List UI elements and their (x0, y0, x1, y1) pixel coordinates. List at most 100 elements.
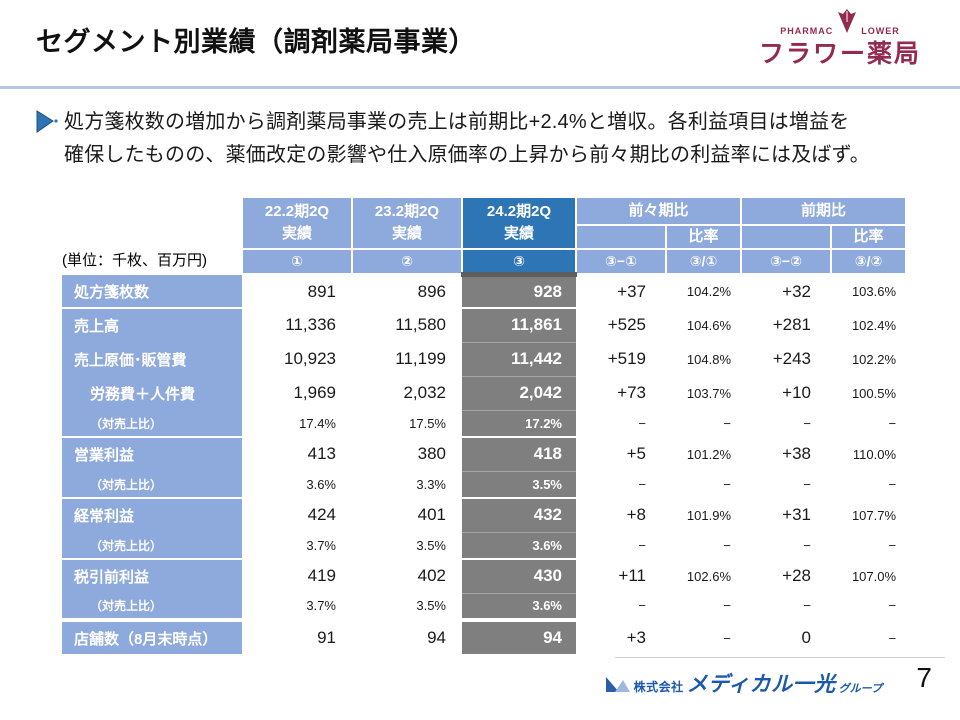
cell-ratio-vs-two-ago: 101.2% (686, 446, 732, 462)
cell-fy22: 1,969 (293, 383, 336, 402)
cell-ratio-vs-prior: − (888, 598, 897, 613)
cell-ratio-vs-two-ago: 103.7% (686, 385, 732, 401)
cell-fy23: 896 (417, 281, 446, 301)
cell-fy23: 2,032 (403, 383, 446, 402)
header-ratio-3-1: ③/① (664, 248, 743, 275)
cell-ratio-vs-prior: 110.0% (852, 446, 897, 462)
row-label: 処方箋枚数 (62, 273, 242, 308)
company-logo: 株式会社 メディカル一光 グループ (605, 668, 882, 698)
cell-ratio-vs-prior: 102.2% (851, 351, 897, 367)
cell-fy23: 94 (352, 618, 462, 654)
table-row: 営業利益 413 380 418 +5 101.2% +38 110.0% (62, 436, 906, 471)
summary-line-1: 処方箋枚数の増加から調剤薬局事業の売上は前期比+2.4%と増収。各利益項目は増益… (64, 111, 850, 133)
cell-fy24: 11,442 (462, 341, 576, 376)
header-period-2: 23.2期2Q 実績 (351, 196, 463, 250)
row-label: 税引前利益 (62, 558, 242, 593)
header-ratio-2: 比率 (830, 224, 908, 250)
cell-diff-vs-prior: − (803, 477, 812, 492)
cell-fy22: 891 (307, 281, 336, 301)
cell-fy23: 402 (417, 566, 446, 585)
cell-diff-vs-prior: +243 (772, 349, 812, 368)
table-row: （対売上比） 17.4% 17.5% 17.2% − − − − (62, 409, 906, 437)
cell-diff-vs-two-ago: +525 (607, 315, 646, 334)
cell-fy24: 928 (462, 271, 576, 308)
company-name: メディカル一光 (686, 673, 836, 696)
mountain-icon (605, 673, 631, 698)
header-period-3: 24.2期2Q 実績 (461, 196, 577, 250)
header-ratio-3-2: ③/② (830, 248, 908, 275)
cell-diff-vs-two-ago: +37 (617, 281, 646, 301)
cell-ratio-vs-prior: 107.7% (851, 507, 897, 523)
header-diff-3-2: ③−② (740, 248, 833, 275)
page-number: 7 (916, 662, 932, 693)
table-row: （対売上比） 3.6% 3.3% 3.5% − − − − (62, 470, 906, 498)
row-label: 売上高 (62, 307, 242, 342)
cell-diff-vs-two-ago: − (638, 416, 646, 431)
cell-diff-vs-two-ago: +8 (626, 505, 646, 524)
cell-ratio-vs-two-ago: − (723, 416, 732, 431)
cell-ratio-vs-two-ago: 104.6% (686, 317, 732, 333)
header-vs-prior-period: 前期比 (740, 196, 908, 226)
cell-diff-vs-prior: − (803, 416, 812, 431)
brand-lower-text: LOWER (861, 26, 900, 36)
cell-fy24: 3.6% (462, 592, 576, 620)
cell-fy22: 17.4% (299, 416, 336, 431)
cell-fy22: 91 (242, 618, 352, 654)
cell-fy22: 424 (307, 505, 336, 524)
company-suffix: グループ (838, 683, 882, 695)
cell-diff-vs-prior: +281 (772, 315, 812, 334)
header-num-2: ② (351, 248, 463, 275)
header-num-3: ③ (461, 248, 577, 275)
cell-fy23: 380 (417, 444, 446, 463)
cell-diff-vs-prior: − (803, 538, 812, 553)
cell-fy24: 3.6% (462, 531, 576, 559)
cell-ratio-vs-prior: 100.5% (851, 385, 897, 401)
brand-logo: PHARMAC LOWER フラワー薬局 (750, 8, 930, 70)
title-divider (0, 86, 960, 89)
cell-fy24: 432 (462, 497, 576, 532)
cell-fy23: 17.5% (409, 416, 446, 431)
cell-ratio-vs-two-ago: 104.2% (686, 284, 732, 299)
cell-ratio-vs-prior: 107.0% (851, 568, 897, 584)
cell-diff-vs-prior: +38 (782, 444, 812, 463)
cell-ratio-vs-two-ago: − (723, 598, 732, 613)
cell-ratio-vs-prior: − (888, 538, 897, 553)
table-row: 売上高 11,336 11,580 11,861 +525 104.6% +28… (62, 307, 906, 342)
cell-ratio-vs-prior: − (888, 477, 897, 492)
cell-diff-vs-prior: +32 (782, 281, 812, 301)
cell-ratio-vs-prior: − (831, 618, 907, 654)
table-row: 労務費＋人件費 1,969 2,032 2,042 +73 103.7% +10… (62, 375, 906, 410)
summary-line-2: 確保したものの、薬価改定の影響や仕入原価率の上昇から前々期比の利益率には及ばず。 (64, 144, 870, 166)
header-diff-3-1: ③−① (575, 248, 667, 275)
cell-ratio-vs-two-ago: − (723, 477, 732, 492)
cell-diff-vs-prior: +31 (782, 505, 812, 524)
brand-tagline: PHARMAC LOWER (750, 8, 930, 36)
brand-name: フラワー薬局 (758, 40, 921, 68)
cell-diff-vs-prior: − (803, 598, 812, 613)
cell-fy22: 10,923 (284, 349, 336, 368)
cell-ratio-vs-two-ago: 102.6% (686, 568, 732, 584)
cell-ratio-vs-prior: 103.6% (851, 284, 897, 299)
cell-diff-vs-two-ago: − (638, 598, 646, 613)
cell-ratio-vs-two-ago: 101.9% (686, 507, 732, 523)
row-label: 売上原価･販管費 (62, 342, 242, 376)
cell-diff-vs-two-ago: +519 (607, 349, 646, 368)
header-blank-2 (740, 224, 833, 250)
summary-text: 処方箋枚数の増加から調剤薬局事業の売上は前期比+2.4%と増収。各利益項目は増益… (64, 106, 870, 172)
header-vs-two-periods-ago: 前々期比 (574, 196, 743, 226)
cell-fy24: 3.5% (462, 470, 576, 498)
cell-fy22: 3.7% (306, 598, 336, 613)
cell-fy23: 401 (417, 505, 446, 524)
header-ratio-1: 比率 (664, 224, 743, 250)
cell-fy22: 3.7% (306, 538, 336, 553)
cell-fy24: 418 (462, 436, 576, 471)
arrow-bullet-icon (36, 106, 58, 172)
table-row: 税引前利益 419 402 430 +11 102.6% +28 107.0% (62, 558, 906, 593)
cell-ratio-vs-two-ago: − (666, 618, 742, 654)
cell-fy24: 2,042 (462, 375, 576, 410)
cell-fy23: 3.3% (416, 477, 446, 492)
cell-ratio-vs-two-ago: 104.8% (686, 351, 732, 367)
row-label: 労務費＋人件費 (62, 376, 242, 410)
table-body: 処方箋枚数 891 896 928 +37 104.2% +32 103.6% … (62, 271, 907, 654)
